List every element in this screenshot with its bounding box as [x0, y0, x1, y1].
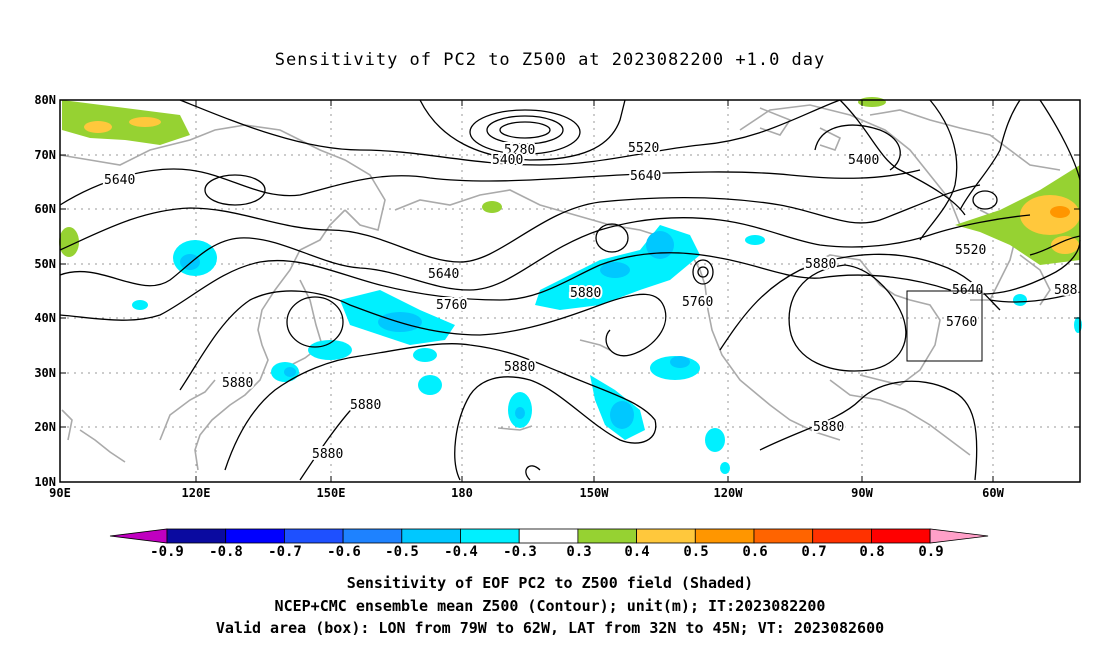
contour-label: 5880 — [504, 360, 535, 375]
colorbar-label: -0.9 — [150, 544, 184, 560]
sensitivity-shading — [59, 97, 1082, 474]
colorbar-swatch — [577, 528, 638, 544]
lon-tick-label: 150W — [580, 486, 610, 500]
caption-line: Valid area (box): LON from 79W to 62W, L… — [215, 619, 885, 637]
colorbar-swatch — [166, 528, 227, 544]
chart-title: Sensitivity of PC2 to Z500 at 2023082200… — [274, 50, 826, 70]
colorbar-label: -0.3 — [503, 544, 537, 560]
colorbar-swatch — [225, 528, 285, 544]
lon-tick-label: 180 — [451, 486, 473, 500]
lat-tick-label: 20N — [34, 420, 56, 434]
contour-label: 5760 — [682, 295, 713, 310]
contour-label: 588 — [1054, 283, 1077, 298]
lat-tick-label: 70N — [34, 148, 56, 162]
caption-line: NCEP+CMC ensemble mean Z500 (Contour); u… — [274, 596, 826, 615]
colorbar-swatch — [342, 528, 403, 544]
contour-label: 5640 — [104, 173, 135, 188]
colorbar-label: -0.6 — [327, 544, 361, 560]
colorbar-swatch — [753, 528, 814, 544]
valid-area-box — [906, 290, 983, 362]
contour-label: 5880 — [350, 398, 381, 413]
lon-tick-label: 120E — [182, 486, 211, 500]
colorbar-label: 0.5 — [683, 544, 708, 560]
caption-line: Sensitivity of EOF PC2 to Z500 field (Sh… — [346, 574, 754, 592]
contour-label: 5520 — [955, 243, 986, 258]
colorbar-swatches — [109, 528, 989, 544]
contour-label: 5520 — [628, 141, 659, 156]
lat-tick-label: 80N — [34, 93, 56, 107]
colorbar-swatch — [283, 528, 344, 544]
contour-label: 5880 — [312, 447, 343, 462]
colorbar-label: 0.8 — [859, 544, 884, 560]
tick-marks — [60, 99, 1080, 482]
contour-label: 5640 — [428, 267, 459, 282]
colorbar-label: -0.7 — [268, 544, 302, 560]
contour-labels: 5280 5400 5520 5400 5640 5640 5640 5520 … — [102, 139, 1079, 464]
colorbar-label: 0.7 — [801, 544, 826, 560]
colorbar-label: 0.9 — [918, 544, 943, 560]
contour-label: 5640 — [630, 169, 661, 184]
map-frame — [59, 99, 1081, 483]
lat-tick-label: 50N — [34, 257, 56, 271]
colorbar-swatch — [518, 528, 579, 544]
colorbar-min-arrow — [109, 528, 168, 544]
lon-tick-label: 60W — [982, 486, 1004, 500]
colorbar-label: -0.8 — [209, 544, 243, 560]
caption-block: Sensitivity of EOF PC2 to Z500 field (Sh… — [0, 572, 1100, 640]
contour-label: 5400 — [848, 153, 879, 168]
colorbar: -0.9 -0.8 -0.7 -0.6 -0.5 -0.4 -0.3 0.3 0… — [109, 528, 989, 560]
colorbar-label: 0.3 — [566, 544, 591, 560]
colorbar-labels: -0.9 -0.8 -0.7 -0.6 -0.5 -0.4 -0.3 0.3 0… — [150, 544, 944, 560]
colorbar-swatch — [871, 528, 931, 544]
longitude-axis: 90E 120E 150E 180 150W 120W 90W 60W — [49, 486, 1004, 500]
latitude-axis: 80N 70N 60N 50N 40N 30N 20N 10N — [34, 93, 56, 489]
colorbar-swatch — [401, 528, 461, 544]
lon-tick-label: 90W — [851, 486, 873, 500]
contour-label: 5760 — [946, 315, 977, 330]
lat-tick-label: 60N — [34, 202, 56, 216]
colorbar-max-arrow — [929, 528, 989, 544]
contour-label: 5280 — [504, 143, 535, 158]
colorbar-swatch — [694, 528, 755, 544]
colorbar-label: 0.6 — [742, 544, 767, 560]
lon-tick-label: 90E — [49, 486, 71, 500]
colorbar-label: 0.4 — [624, 544, 649, 560]
contour-label: 5880 — [813, 420, 844, 435]
colorbar-swatch — [460, 528, 520, 544]
contour-label: 5880 — [222, 376, 253, 391]
contour-label: 5760 — [436, 298, 467, 313]
lat-tick-label: 40N — [34, 311, 56, 325]
lat-tick-label: 10N — [34, 475, 56, 489]
colorbar-label: -0.5 — [385, 544, 419, 560]
z500-contours — [59, 99, 1081, 481]
contour-label: 5880 — [805, 257, 836, 272]
contour-label: 5400 — [492, 153, 523, 168]
lat-tick-label: 30N — [34, 366, 56, 380]
colorbar-swatch — [812, 528, 872, 544]
coastlines — [59, 104, 1061, 471]
colorbar-label: -0.4 — [444, 544, 478, 560]
lon-tick-label: 150E — [317, 486, 346, 500]
lon-tick-label: 120W — [714, 486, 744, 500]
colorbar-swatch — [636, 528, 696, 544]
contour-label: 5880 — [570, 286, 601, 301]
